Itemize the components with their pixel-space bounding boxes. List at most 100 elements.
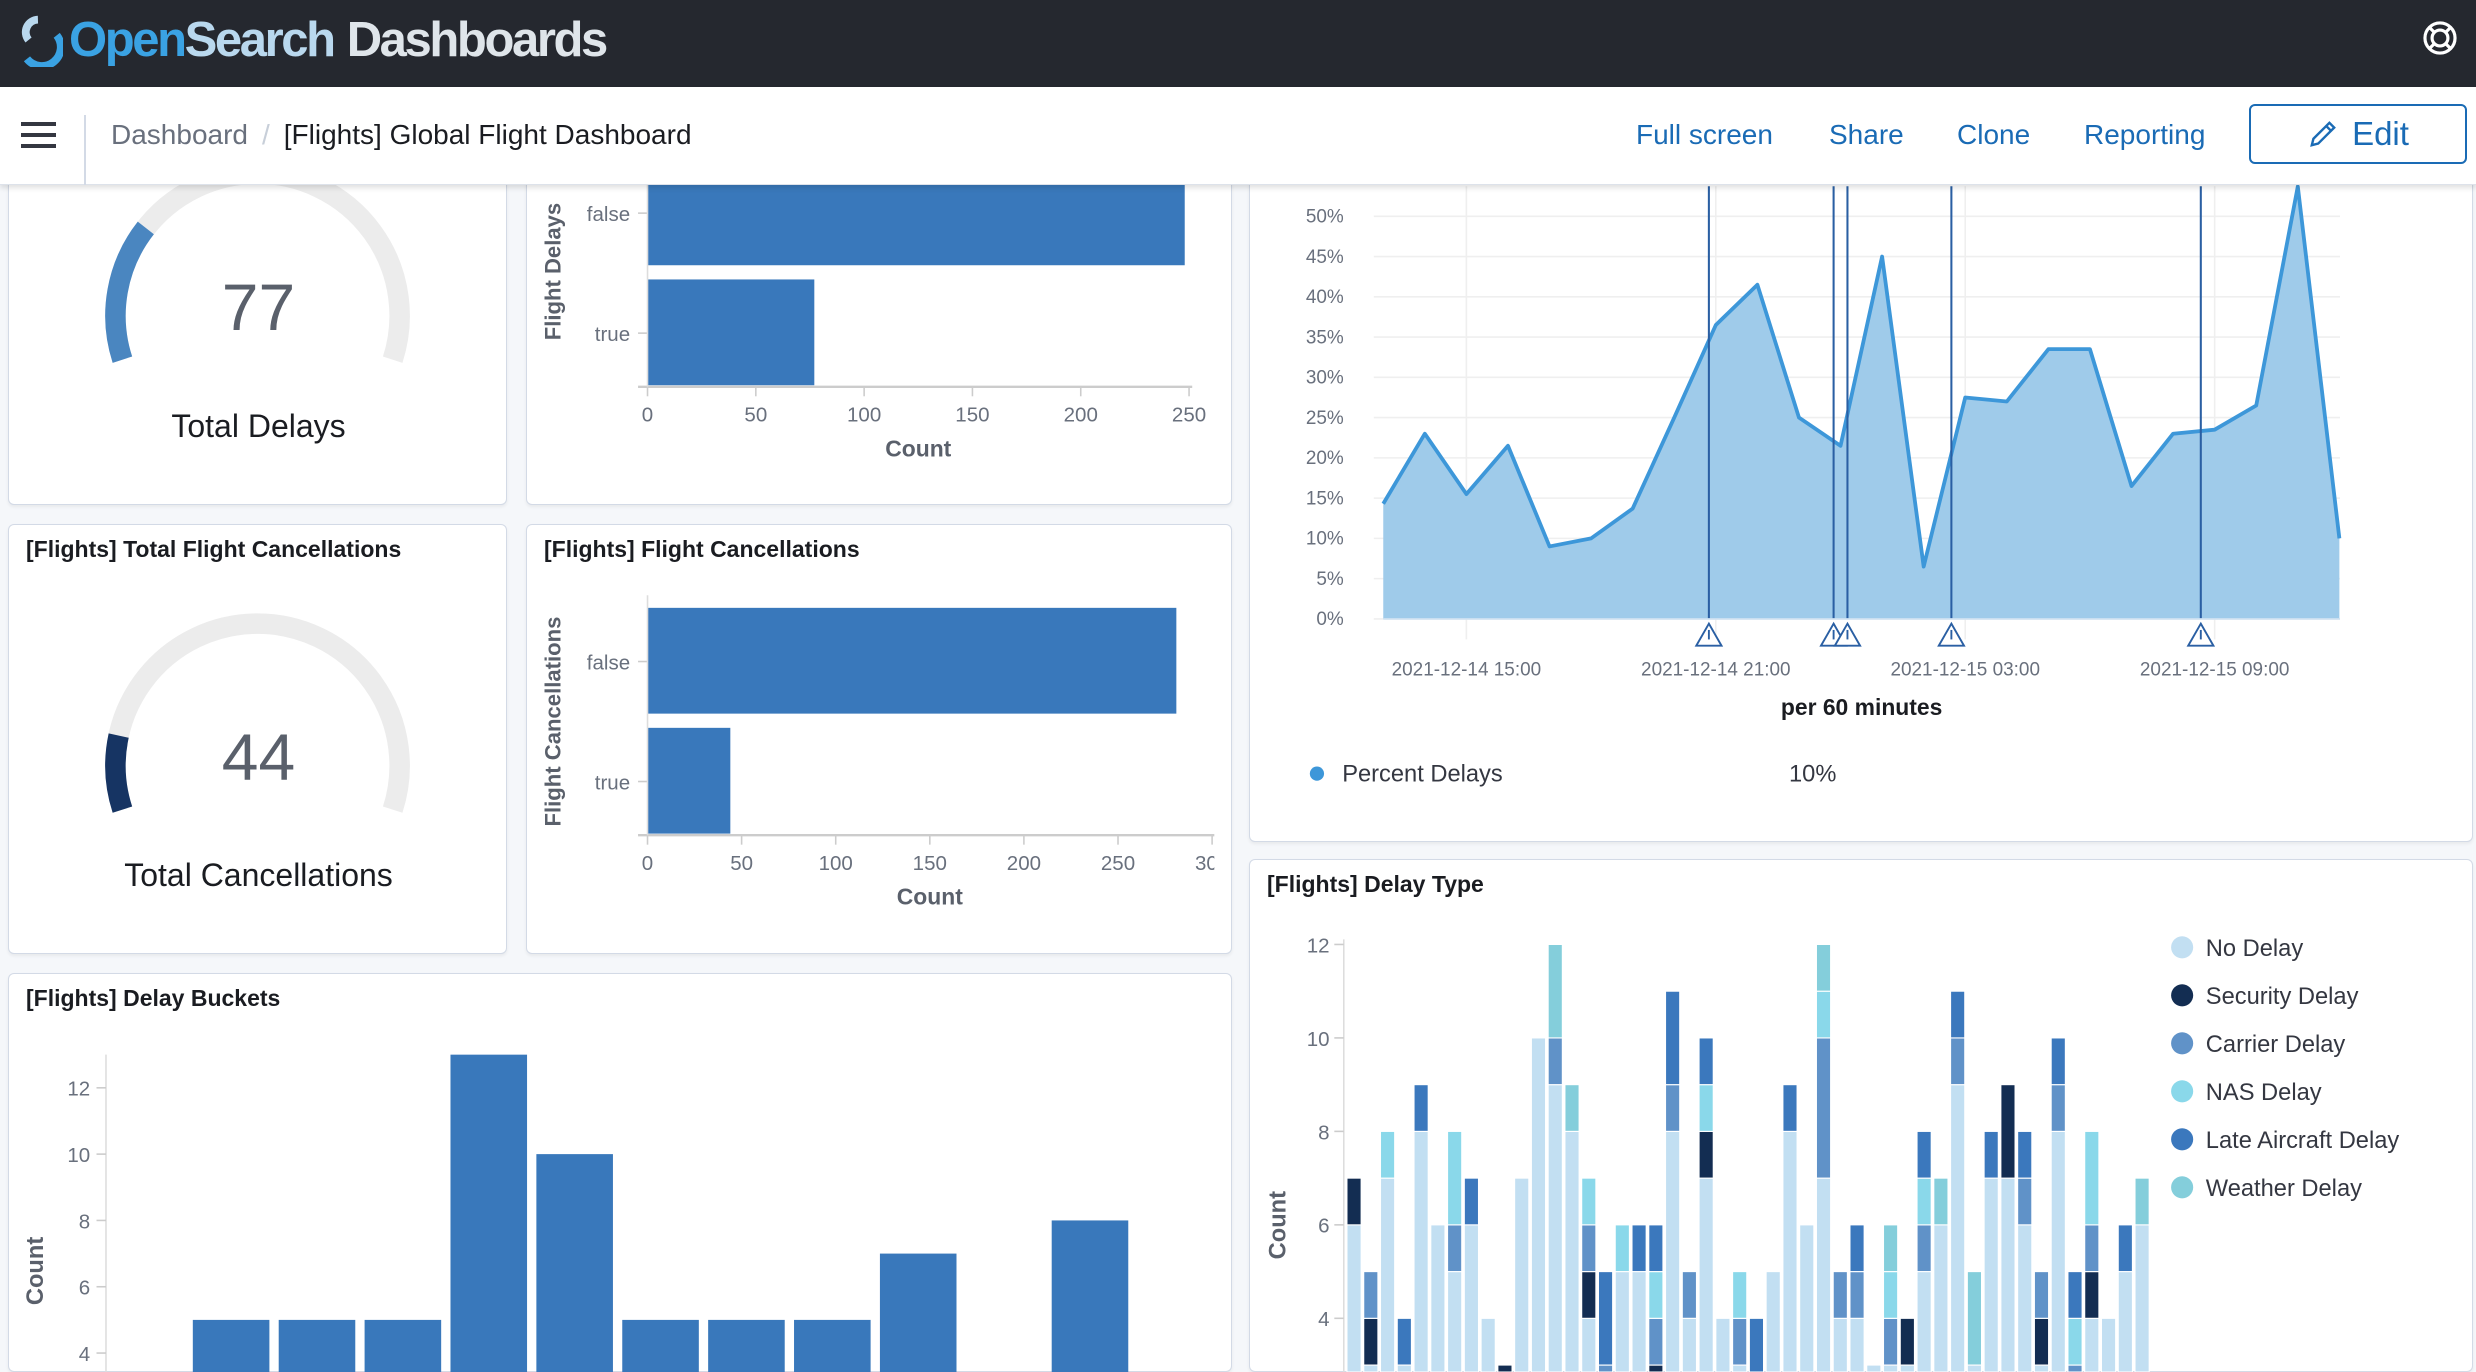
bar-segment-no-delay <box>1446 1271 1463 1372</box>
edit-button[interactable]: Edit <box>2249 104 2467 164</box>
y-tick-label: 8 <box>1318 1121 1329 1144</box>
bar <box>794 1319 871 1372</box>
x-tick-label: 250 <box>1172 404 1206 427</box>
legend-item: Security Delay <box>2206 984 2359 1010</box>
bar-segment-weather-delay <box>1564 1084 1580 1132</box>
gauge-value: 44 <box>221 720 296 794</box>
bar-segment-no-delay <box>1547 1084 1563 1372</box>
bar-segment-no-delay <box>1346 1224 1362 1372</box>
x-tick-label: 2021-12-15 03:00 <box>1890 660 2040 681</box>
full-screen-link[interactable]: Full screen <box>1636 119 1773 150</box>
bar <box>1051 1220 1129 1372</box>
series-line <box>1381 184 2342 569</box>
warning-triangle-icon <box>1937 621 1966 647</box>
bar-segment-no-delay <box>1899 1364 1916 1372</box>
bar-segment-nas-delay <box>1698 1084 1714 1132</box>
bar-segment-late-aircraft-delay <box>1916 1130 1932 1179</box>
bar-segment-no-delay <box>2017 1224 2033 1372</box>
bar-segment-security-delay <box>2084 1271 2100 1319</box>
bar-segment-carrier-delay <box>2067 1364 2083 1372</box>
bar <box>879 1253 957 1372</box>
legend-dot <box>2171 1176 2194 1199</box>
bar-segment-security-delay <box>1648 1364 1664 1372</box>
bar-segment-no-delay <box>1379 1177 1396 1372</box>
y-tick-label: 12 <box>67 1078 90 1101</box>
bar-segment-weather-delay <box>2134 1177 2150 1226</box>
bar-segment-carrier-delay <box>1547 1037 1563 1086</box>
pencil-icon <box>2310 121 2336 147</box>
bar-segment-no-delay <box>1514 1177 1530 1372</box>
bar-segment-no-delay <box>1430 1224 1446 1372</box>
bar <box>450 1054 528 1372</box>
bar-segment-carrier-delay <box>1832 1271 1848 1319</box>
bar-segment-no-delay <box>2050 1130 2066 1372</box>
bar-segment-security-delay <box>1581 1271 1597 1319</box>
bar-segment-nas-delay <box>1581 1177 1597 1226</box>
gauge-cancellations-fill <box>105 733 133 813</box>
panel-title: [Flights] Flight Cancellations <box>544 536 860 562</box>
bar-segment-carrier-delay <box>1446 1224 1463 1273</box>
chart-flight_cancellations: false true 0 50 100 150 200 250 300 <box>587 595 1229 875</box>
bar-segment-nas-delay <box>1732 1271 1748 1319</box>
opensearch-logo-icon <box>21 15 63 67</box>
warning-triangle-icon <box>1694 621 1724 647</box>
bar-segment-no-delay <box>2117 1271 2133 1372</box>
bar-true <box>647 279 815 386</box>
panel-title: [Flights] Delay Buckets <box>26 985 281 1011</box>
bar-segment-no-delay <box>1815 1177 1832 1372</box>
x-axis-title: Count <box>897 884 963 910</box>
bar-segment-nas-delay <box>1446 1130 1463 1226</box>
bar-false <box>647 607 1177 714</box>
top-header: Open Search Dashboards <box>0 0 2476 87</box>
bar-segment-security-delay <box>1363 1317 1379 1366</box>
y-tick-label: 12 <box>1307 934 1330 957</box>
bar-segment-no-delay <box>1631 1271 1647 1372</box>
share-link[interactable]: Share <box>1829 119 1904 150</box>
menu-hamburger-icon[interactable] <box>21 122 56 150</box>
bar-segment-no-delay <box>2033 1364 2050 1372</box>
bar-segment-no-delay <box>1581 1317 1597 1372</box>
y-tick-label: 30% <box>1306 368 1344 389</box>
bar-segment-no-delay <box>1866 1364 1882 1372</box>
legend-dot <box>2171 1080 2194 1103</box>
reporting-link[interactable]: Reporting <box>2084 119 2206 150</box>
bar-segment-carrier-delay <box>1363 1271 1379 1319</box>
legend-value: 10% <box>1789 762 1836 788</box>
clone-link[interactable]: Clone <box>1957 119 2031 150</box>
bar-segment-late-aircraft-delay <box>1849 1224 1865 1273</box>
legend-dot <box>2171 936 2194 959</box>
x-tick-label: 150 <box>913 852 947 875</box>
warning-triangle-icon <box>2186 621 2216 647</box>
bar-segment-no-delay <box>1530 1037 1547 1372</box>
bar <box>536 1154 613 1372</box>
opensearch-logo[interactable]: Open Search Dashboards <box>16 8 608 71</box>
bar-segment-no-delay <box>1564 1130 1580 1372</box>
bar-segment-late-aircraft-delay <box>2050 1037 2066 1086</box>
bar-segment-carrier-delay <box>1597 1364 1614 1372</box>
bar-segment-nas-delay <box>1882 1271 1899 1319</box>
bar-segment-late-aircraft-delay <box>1950 990 1966 1039</box>
panel-title: [Flights] Total Flight Cancellations <box>26 536 402 562</box>
panel-title: [Flights] Delay Type <box>1267 871 1484 897</box>
bar-segment-no-delay <box>1882 1364 1899 1372</box>
bar-segment-no-delay <box>1363 1364 1379 1372</box>
breadcrumb: Dashboard / [Flights] Global Flight Dash… <box>111 119 692 151</box>
breadcrumb-dashboard[interactable]: Dashboard <box>111 119 248 150</box>
bar-segment-security-delay <box>1698 1130 1714 1179</box>
bar-segment-security-delay <box>1346 1177 1362 1226</box>
bar-segment-nas-delay <box>2067 1317 2083 1366</box>
bar-segment-no-delay <box>1916 1271 1932 1372</box>
bar-segment-carrier-delay <box>1581 1224 1597 1273</box>
chart-flight_delays: false true 0 50 100 150 200 250 <box>587 146 1206 427</box>
bar-segment-late-aircraft-delay <box>1597 1271 1614 1366</box>
x-tick-label: 2021-12-15 09:00 <box>2140 660 2290 681</box>
category-label: true <box>595 771 630 794</box>
breadcrumb-current: [Flights] Global Flight Dashboard <box>283 119 692 150</box>
x-tick-label: 300 <box>1195 852 1229 875</box>
dashboard-toolbar: Dashboard / [Flights] Global Flight Dash… <box>0 87 2476 185</box>
help-icon[interactable] <box>2421 19 2459 57</box>
y-tick-label: 20% <box>1306 448 1344 469</box>
bar-segment-nas-delay <box>1815 990 1832 1039</box>
legend-dot <box>2171 1128 2194 1151</box>
y-tick-label: 6 <box>1318 1215 1329 1238</box>
